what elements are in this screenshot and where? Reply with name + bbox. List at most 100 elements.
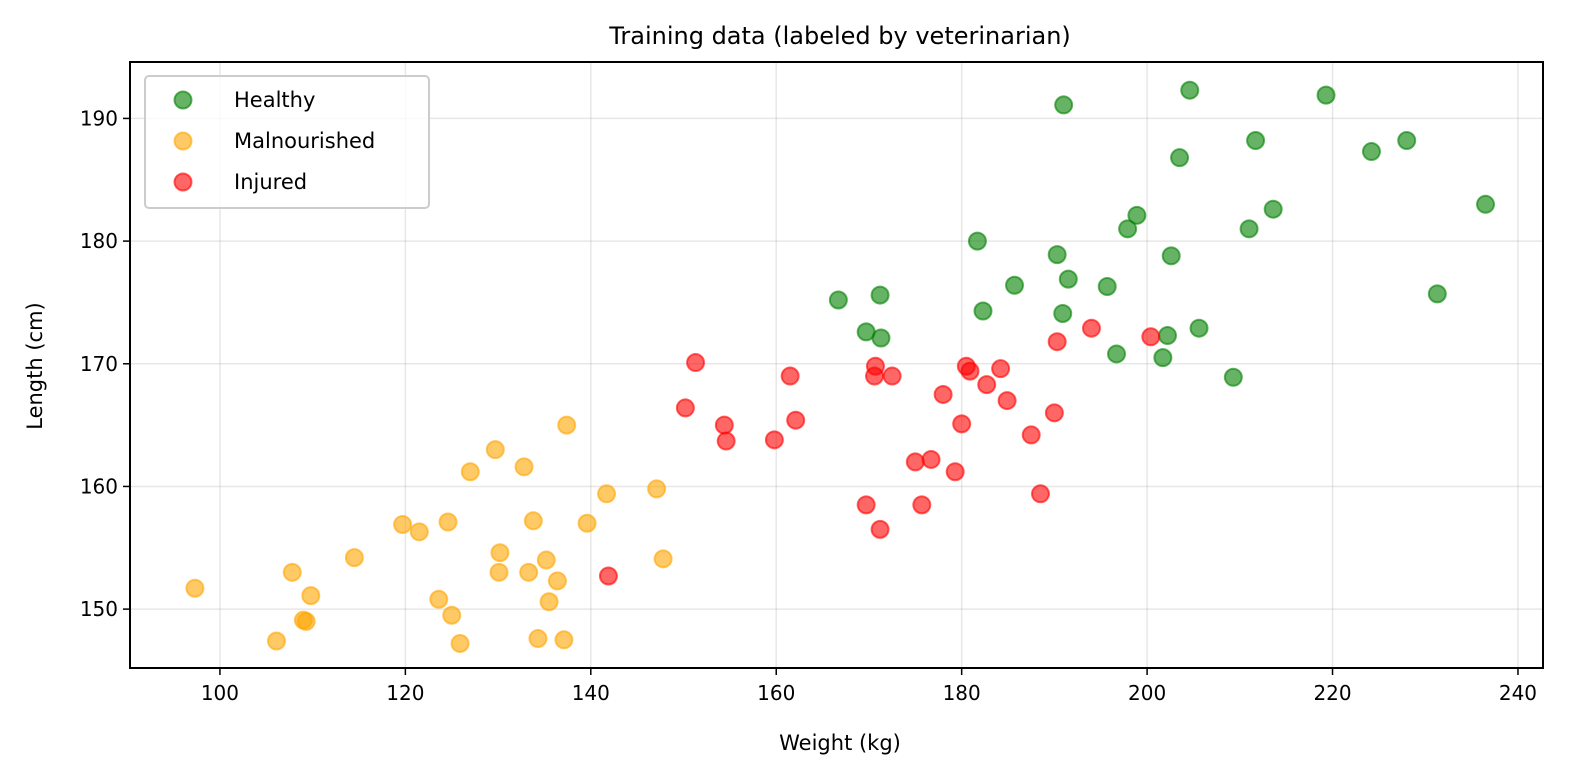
- data-point: [1361, 142, 1381, 162]
- legend-box: [144, 75, 430, 209]
- legend-label-healthy: Healthy: [234, 88, 315, 112]
- y-tick-label: 190: [80, 106, 118, 130]
- data-point: [997, 391, 1017, 411]
- legend-label-injured: Injured: [234, 170, 307, 194]
- data-point: [856, 495, 876, 515]
- y-tick-label: 180: [80, 229, 118, 253]
- data-point: [523, 511, 543, 531]
- data-point: [519, 562, 539, 582]
- data-point: [1107, 344, 1127, 364]
- data-point: [865, 356, 885, 376]
- data-point: [557, 415, 577, 435]
- data-point: [871, 328, 891, 348]
- data-point: [1005, 275, 1025, 295]
- data-point: [1054, 95, 1074, 115]
- data-point: [786, 410, 806, 430]
- data-point: [653, 549, 673, 569]
- data-point: [1127, 205, 1147, 225]
- data-point: [460, 462, 480, 482]
- data-point: [442, 605, 462, 625]
- data-point: [1246, 131, 1266, 151]
- data-point: [1153, 348, 1173, 368]
- data-point: [554, 630, 574, 650]
- data-point: [485, 440, 505, 460]
- data-point: [1316, 85, 1336, 105]
- data-point: [429, 589, 449, 609]
- series-healthy: [828, 80, 1496, 387]
- legend-marker-malnourished: [173, 131, 193, 151]
- y-axis-ticks: 150 160 170 180 190: [80, 106, 130, 621]
- data-point: [1476, 194, 1496, 214]
- data-point: [647, 479, 667, 499]
- data-point: [870, 285, 890, 305]
- data-point: [1397, 131, 1417, 151]
- data-point: [882, 366, 902, 386]
- data-point: [1118, 219, 1138, 239]
- data-point: [714, 415, 734, 435]
- chart-title: Training data (labeled by veterinarian): [608, 22, 1071, 50]
- data-point: [1047, 245, 1067, 265]
- series-injured: [598, 318, 1161, 586]
- x-tick-label: 120: [386, 681, 424, 705]
- x-tick-label: 140: [572, 681, 610, 705]
- data-point: [1047, 332, 1067, 352]
- y-tick-label: 150: [80, 597, 118, 621]
- data-point: [1263, 199, 1283, 219]
- data-point: [490, 543, 510, 563]
- data-point: [1044, 403, 1064, 423]
- data-point: [912, 495, 932, 515]
- data-point: [828, 290, 848, 310]
- data-point: [780, 366, 800, 386]
- data-point: [1223, 367, 1243, 387]
- data-point: [597, 484, 617, 504]
- legend-marker-injured: [173, 172, 193, 192]
- data-point: [960, 361, 980, 381]
- x-tick-label: 240: [1499, 681, 1537, 705]
- data-point: [393, 514, 413, 534]
- data-point: [528, 629, 548, 649]
- legend-label-malnourished: Malnourished: [234, 129, 375, 153]
- data-point: [764, 430, 784, 450]
- data-point: [921, 449, 941, 469]
- x-tick-label: 180: [943, 681, 981, 705]
- data-point: [1161, 246, 1181, 266]
- data-point: [1030, 484, 1050, 504]
- x-tick-label: 200: [1128, 681, 1166, 705]
- x-tick-label: 220: [1313, 681, 1351, 705]
- data-point: [1170, 148, 1190, 168]
- data-point: [1021, 425, 1041, 445]
- data-point: [675, 398, 695, 418]
- data-point: [991, 359, 1011, 379]
- data-point: [1189, 318, 1209, 338]
- data-point: [1239, 219, 1259, 239]
- data-point: [1157, 326, 1177, 346]
- data-point: [945, 462, 965, 482]
- legend-marker-healthy: [173, 90, 193, 110]
- data-point: [952, 414, 972, 434]
- y-axis-label: Length (cm): [23, 302, 47, 430]
- data-point: [409, 522, 429, 542]
- data-point: [450, 633, 470, 653]
- data-point: [716, 431, 736, 451]
- data-point: [967, 231, 987, 251]
- x-axis-ticks: 100 120 140 160 180 200 220 240: [201, 668, 1537, 705]
- x-tick-label: 100: [201, 681, 239, 705]
- data-point: [686, 353, 706, 373]
- data-point: [905, 452, 925, 472]
- data-point: [1180, 80, 1200, 100]
- y-tick-label: 170: [80, 352, 118, 376]
- legend: Healthy Malnourished Injured: [144, 75, 430, 209]
- data-point: [514, 457, 534, 477]
- y-tick-label: 160: [80, 474, 118, 498]
- data-point: [1081, 318, 1101, 338]
- data-point: [1141, 327, 1161, 347]
- data-point: [266, 631, 286, 651]
- data-point: [577, 513, 597, 533]
- data-point: [282, 562, 302, 582]
- data-point: [539, 592, 559, 612]
- data-point: [547, 571, 567, 591]
- data-point: [1427, 284, 1447, 304]
- data-point: [1058, 269, 1078, 289]
- data-point: [344, 548, 364, 568]
- plot-frame: [129, 61, 1544, 669]
